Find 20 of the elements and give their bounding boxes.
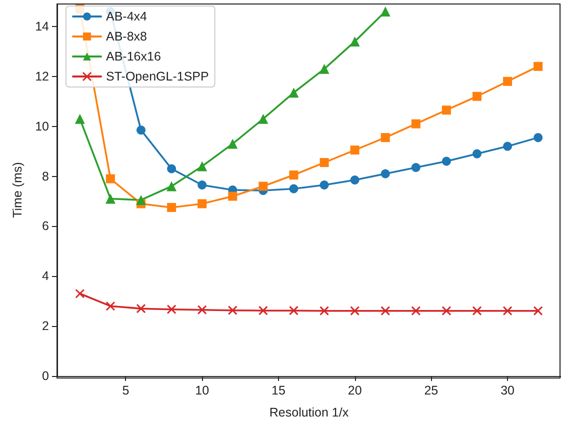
legend-label: AB-4x4: [106, 10, 148, 24]
y-tick-label: 8: [42, 169, 50, 184]
legend-label: AB-16x16: [106, 50, 161, 64]
y-tick-label: 12: [35, 69, 50, 84]
y-tick-label: 2: [42, 319, 50, 334]
legend-label: AB-8x8: [106, 30, 148, 44]
y-tick-label: 0: [42, 369, 50, 383]
y-tick-label: 14: [35, 19, 50, 34]
legend-label: ST-OpenGL-1SPP: [106, 70, 209, 84]
x-tick-label: 30: [500, 384, 515, 398]
x-tick-label: 5: [122, 384, 130, 398]
x-axis-title: Resolution 1/x: [269, 406, 350, 420]
x-tick-label: 25: [424, 384, 438, 398]
y-tick-label: 4: [42, 269, 50, 284]
y-tick-label: 10: [35, 119, 50, 134]
y-axis-title: Time (ms): [10, 162, 25, 218]
x-tick-label: 20: [348, 384, 362, 398]
x-tick-label: 10: [195, 384, 210, 398]
y-tick-label: 6: [42, 219, 50, 234]
x-tick-label: 15: [272, 384, 286, 398]
